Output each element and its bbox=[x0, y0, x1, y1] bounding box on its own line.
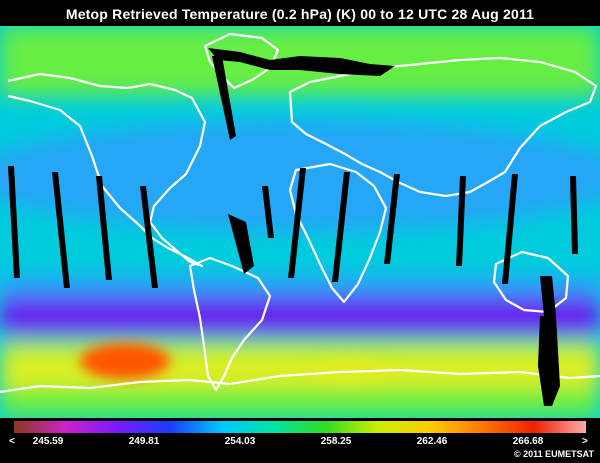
colorbar-gradient bbox=[14, 421, 586, 433]
no-data-swath-9 bbox=[384, 174, 400, 264]
colorbar-left-arrow: < bbox=[9, 436, 15, 447]
no-data-south-swath bbox=[538, 316, 560, 406]
no-data-arctic bbox=[208, 48, 395, 76]
colorbar-tick-label: 258.25 bbox=[320, 436, 352, 447]
colorbar-tick-label: 262.46 bbox=[416, 436, 448, 447]
temperature-map bbox=[0, 26, 600, 418]
no-data-swath-5 bbox=[228, 214, 254, 274]
no-data-swath-2 bbox=[52, 172, 70, 288]
colorbar-fill bbox=[14, 421, 586, 433]
no-data-swath-4 bbox=[140, 186, 158, 288]
no-data-swath-10 bbox=[456, 176, 466, 266]
south-purple-band bbox=[0, 294, 600, 342]
no-data-swath-7 bbox=[288, 168, 306, 278]
no-data-swath-11 bbox=[502, 174, 518, 284]
no-data-australia-swath bbox=[540, 276, 556, 326]
no-data-swath-6 bbox=[262, 186, 274, 238]
colorbar bbox=[14, 421, 586, 433]
no-data-swath-12 bbox=[570, 176, 578, 254]
colorbar-labels: < 245.59 249.81 254.03 258.25 262.46 266… bbox=[0, 436, 600, 450]
colorbar-tick-label: 245.59 bbox=[32, 436, 64, 447]
australia-coast bbox=[492, 250, 570, 314]
colorbar-right-arrow: > bbox=[582, 436, 588, 447]
map-title: Metop Retrieved Temperature (0.2 hPa) (K… bbox=[65, 6, 535, 22]
antarctica-coast bbox=[0, 368, 600, 394]
no-data-greenland-strip bbox=[212, 56, 236, 140]
map-canvas bbox=[0, 26, 600, 418]
south-america-coast bbox=[188, 256, 272, 392]
eurasia-coast bbox=[288, 56, 598, 198]
south-blue-band bbox=[0, 276, 600, 298]
colorbar-tick-label: 266.68 bbox=[512, 436, 544, 447]
no-data-swath-8 bbox=[332, 172, 350, 282]
copyright-notice: © 2011 EUMETSAT bbox=[514, 449, 594, 459]
colorbar-tick-label: 254.03 bbox=[224, 436, 256, 447]
polar-green-band bbox=[0, 388, 600, 418]
no-data-swath-1 bbox=[8, 166, 20, 278]
no-data-gaps bbox=[8, 48, 578, 406]
hot-spot bbox=[80, 343, 170, 379]
no-data-swath-3 bbox=[96, 176, 112, 280]
colorbar-tick-label: 249.81 bbox=[128, 436, 160, 447]
